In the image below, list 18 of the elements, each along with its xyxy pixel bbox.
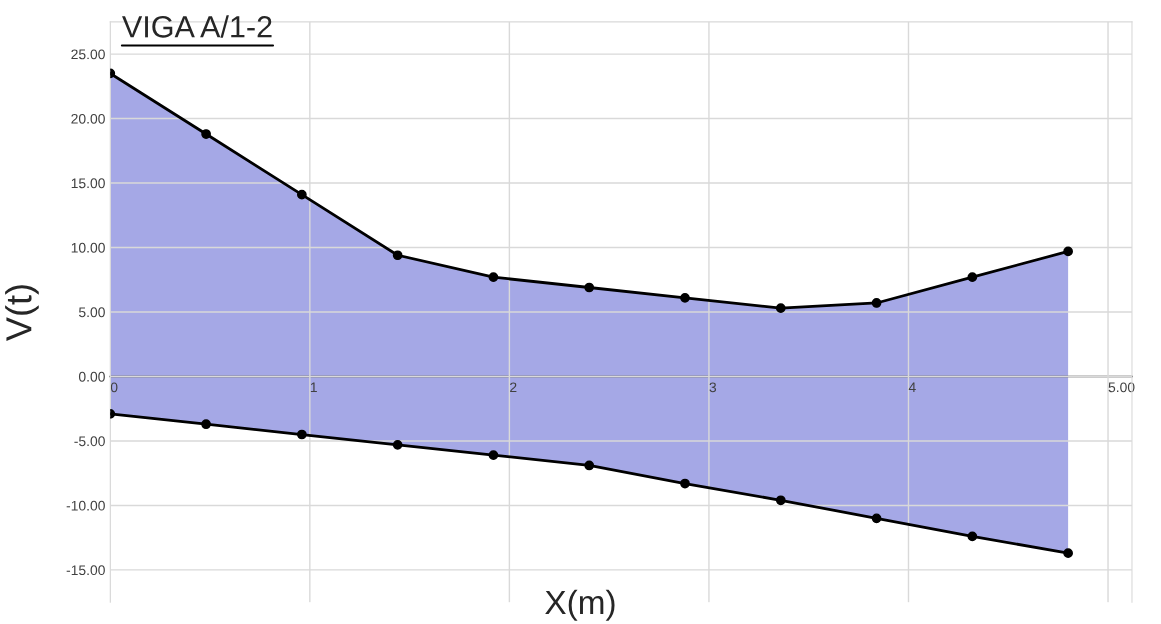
x-tick-label: 3	[709, 382, 717, 393]
x-tick-label: 0	[110, 382, 118, 393]
y-tick-label: 5.00	[78, 307, 105, 318]
y-tick-label: 0.00	[78, 371, 105, 382]
y-axis-title: V(t)	[5, 285, 39, 341]
y-tick-label: 15.00	[71, 178, 105, 189]
y-tick-label: 10.00	[71, 242, 105, 253]
chart-title: VIGA A/1-2	[122, 15, 272, 38]
x-tick-label: 1	[310, 382, 317, 393]
y-tick-label: -15.00	[66, 565, 105, 576]
x-tick-label: 5.00	[1108, 382, 1135, 393]
y-tick-label: 25.00	[71, 49, 105, 60]
y-tick-label: 20.00	[71, 113, 105, 124]
y-tick-label: -5.00	[74, 436, 105, 447]
x-tick-label: 4	[908, 382, 916, 393]
x-tick-label: 2	[510, 382, 517, 393]
y-tick-label: -10.00	[66, 500, 105, 511]
x-axis-title: X(m)	[545, 589, 615, 621]
